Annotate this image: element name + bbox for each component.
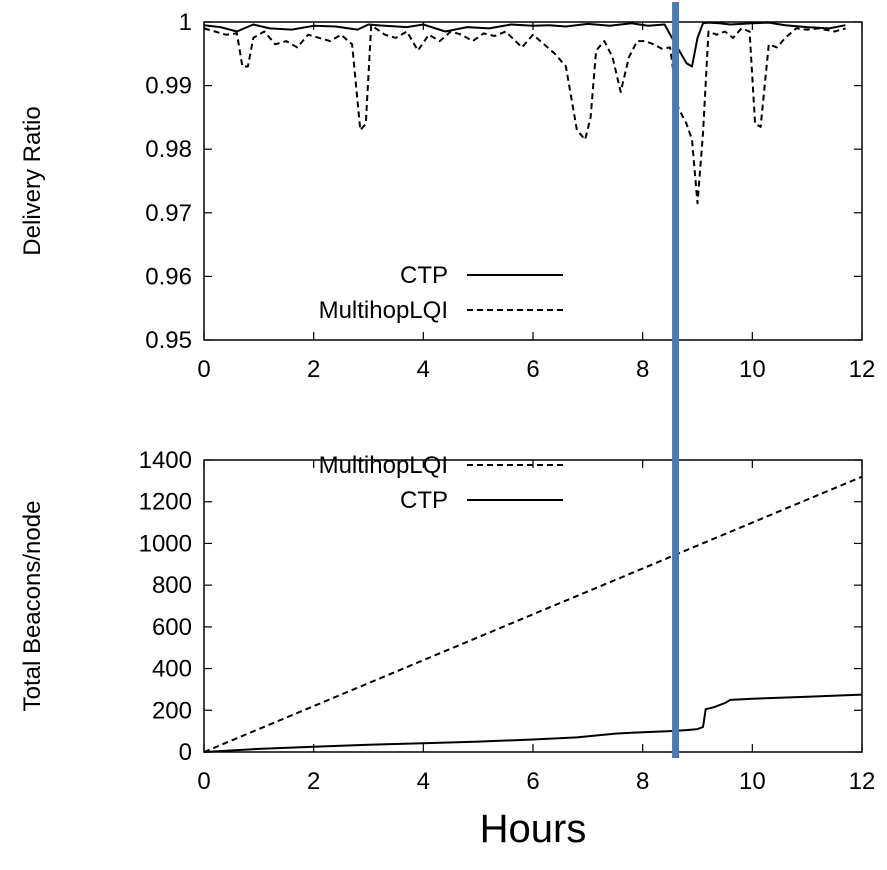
- bottom-x-tick-label: 12: [849, 768, 876, 795]
- bottom-x-tick-label: 0: [197, 768, 210, 795]
- top-series-multihoplqi: [203, 24, 846, 205]
- top-x-tick-label: 10: [739, 356, 766, 383]
- bottom-x-axis-label: Hours: [480, 807, 587, 851]
- top-x-tick-label: 6: [526, 356, 539, 383]
- bottom-x-tick-label: 6: [526, 768, 539, 795]
- bottom-y-tick-label: 0: [179, 739, 192, 766]
- total-beacons-chart: 0 2 4 6 8 10 12 0 200 400 600 800 1000 1200 1400 Total …: [19, 447, 875, 851]
- top-y-tick-label: 0.98: [145, 136, 192, 163]
- bottom-y-tick-label: 1200: [139, 489, 192, 516]
- bottom-y-axis-label: Total Beacons/node: [19, 501, 46, 712]
- bottom-series-multihoplqi: [203, 475, 863, 753]
- bottom-y-tick-label: 400: [152, 656, 192, 683]
- bottom-x-tick-label: 4: [417, 768, 430, 795]
- bottom-y-tick-label: 600: [152, 614, 192, 641]
- bottom-y-tick-label: 1400: [139, 447, 192, 474]
- bottom-legend-label: CTP: [400, 487, 448, 514]
- top-legend-label: MultihopLQI: [319, 297, 448, 324]
- bottom-x-tick-label: 10: [739, 768, 766, 795]
- bottom-y-tick-label: 800: [152, 572, 192, 599]
- top-x-tick-label: 12: [849, 356, 876, 383]
- bottom-series-ctp: [203, 693, 863, 753]
- top-y-tick-label: 0.97: [145, 200, 192, 227]
- bottom-x-tick-label: 2: [307, 768, 320, 795]
- top-x-tick-label: 0: [197, 356, 210, 383]
- top-x-tick-label: 4: [417, 356, 430, 383]
- top-y-tick-label: 0.96: [145, 263, 192, 290]
- top-y-tick-label: 0.99: [145, 73, 192, 100]
- top-legend-label: CTP: [400, 262, 448, 289]
- bottom-y-tick-label: 200: [152, 697, 192, 724]
- top-y-tick-label: 0.95: [145, 327, 192, 354]
- bottom-plot-frame: [203, 459, 863, 753]
- top-plot-frame: [203, 21, 863, 341]
- top-x-tick-label: 8: [636, 356, 649, 383]
- bottom-y-tick-label: 1000: [139, 530, 192, 557]
- bottom-legend-label: MultihopLQI: [319, 452, 448, 479]
- top-series-ctp: [203, 21, 846, 68]
- bottom-x-tick-label: 8: [636, 768, 649, 795]
- delivery-ratio-chart: 0 2 4 6 8 10 12 0.95 0.96 0.97 0.98 0.99 1 Delivery R…: [19, 9, 875, 383]
- top-y-axis-label: Delivery Ratio: [19, 106, 46, 255]
- top-y-tick-label: 1: [179, 9, 192, 36]
- top-x-tick-label: 2: [307, 356, 320, 383]
